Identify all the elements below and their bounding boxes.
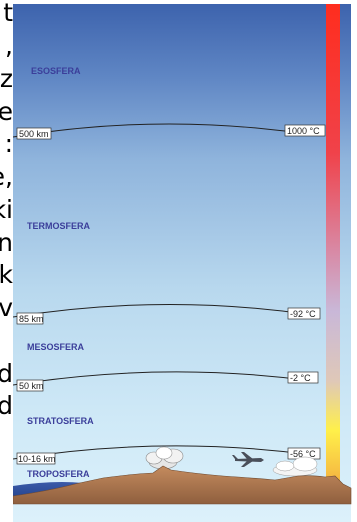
layer-label: ESOSFERA [31,66,81,76]
altitude-tag-text: 50 km [19,381,44,391]
side-text-line: ki [0,195,13,224]
layer-label: STRATOSFERA [27,416,94,426]
side-text-line: t [3,0,13,27]
cloud-icon [272,456,318,477]
altitude-tag [16,312,44,325]
altitude-tag-text: 500 km [19,129,49,139]
side-text-line: v [0,293,13,322]
temperature-tag-text: -56 °C [290,449,316,459]
side-text-line: , [5,31,13,60]
boundary-line [13,304,314,318]
cropped-side-text: t , z e : e, ki n k v d d [0,0,13,522]
temperature-tag [284,124,326,137]
layer-label: TROPOSFERA [27,469,90,479]
cloud-icon [145,446,184,470]
altitude-tag [16,452,56,465]
boundary-line [13,123,314,138]
sky-background [13,4,351,522]
altitude-tag-text: 10-16 km [18,454,56,464]
layer-label: MESOSFERA [27,342,85,352]
altitude-tag [16,127,52,140]
boundary-line [13,371,314,386]
altitude-tag [16,379,44,392]
layer-label: TERMOSFERA [27,221,91,231]
mountain-ground [13,465,352,505]
temperature-tag-text: 1000 °C [287,126,320,136]
side-text-line: k [0,260,13,289]
side-text-line: d [0,359,13,388]
side-text-line: e, [0,162,13,191]
altitude-tag-text: 85 km [19,314,44,324]
temperature-bar [326,4,340,500]
temperature-tag [287,371,319,384]
side-text-line: z [0,64,13,93]
temperature-tag-text: -92 °C [290,309,316,319]
side-text-line: n [0,228,13,257]
atmosphere-diagram: ESOSFERA TERMOSFERA MESOSFERA STRATOSFER… [13,4,352,522]
side-text-line: : [4,129,13,158]
temperature-tag-text: -2 °C [290,373,311,383]
temperature-tag [287,307,321,320]
airplane-icon [232,452,264,467]
side-text-line: d [0,391,13,420]
side-text-line: e [0,97,13,126]
